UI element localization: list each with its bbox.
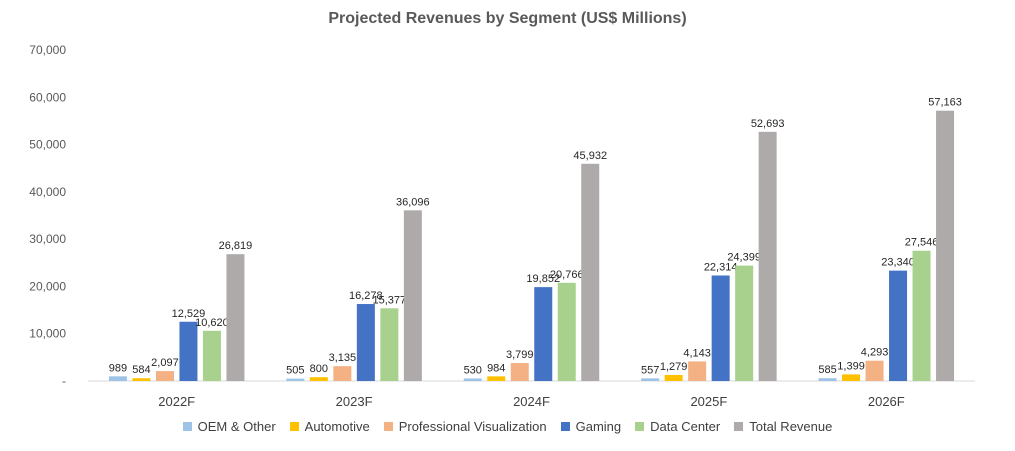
data-label: 4,143 (683, 347, 711, 359)
bar (226, 254, 245, 381)
data-label: 4,293 (861, 347, 889, 359)
bar (108, 376, 127, 381)
data-label: 57,163 (928, 97, 962, 109)
bar (711, 275, 730, 381)
legend-swatch (635, 422, 645, 431)
data-label: 19,852 (526, 273, 560, 285)
legend-swatch (734, 422, 744, 431)
data-label: 557 (641, 364, 659, 376)
data-label: 16,278 (349, 290, 383, 302)
data-label: 23,340 (881, 257, 915, 269)
data-label: 989 (109, 362, 127, 374)
y-tick-label: 30,000 (29, 232, 66, 246)
y-tick-label: 60,000 (29, 90, 66, 104)
bar (333, 366, 352, 381)
chart-title: Projected Revenues by Segment (US$ Milli… (328, 10, 687, 27)
data-label: 584 (132, 364, 150, 376)
x-tick-label: 2026F (868, 394, 905, 409)
bar (912, 250, 931, 381)
y-tick-label: 40,000 (29, 185, 66, 199)
bar (487, 376, 506, 381)
bar (132, 378, 151, 381)
bar (889, 270, 908, 381)
legend-label: Total Revenue (749, 419, 833, 434)
data-label: 10,620 (195, 317, 229, 329)
legend-swatch (383, 422, 393, 431)
legend-label: Data Center (650, 419, 721, 434)
bar (403, 210, 422, 381)
legend-item: Data Center (635, 419, 720, 434)
data-label: 984 (487, 362, 505, 374)
data-label: 12,529 (172, 308, 206, 320)
y-tick-label: - (62, 374, 66, 388)
data-label: 2,097 (151, 357, 179, 369)
data-label: 36,096 (396, 196, 430, 208)
chart-legend: OEM & Other Automotive Professional Visual… (0, 419, 1015, 434)
legend-item: Automotive (289, 419, 370, 434)
data-label: 505 (286, 365, 304, 377)
bar (463, 378, 482, 381)
y-tick-label: 20,000 (29, 279, 66, 293)
legend-label: Professional Visualization (398, 419, 547, 434)
bar (735, 265, 754, 381)
bar (286, 378, 305, 381)
legend-label: OEM & Other (197, 419, 276, 434)
legend-label: Gaming (575, 419, 622, 434)
bar (641, 378, 660, 381)
bar (534, 287, 553, 381)
data-label: 3,135 (329, 352, 357, 364)
bar (380, 308, 399, 381)
data-label: 20,766 (550, 269, 584, 281)
data-label: 800 (310, 363, 328, 375)
bar (557, 282, 576, 381)
bar (202, 330, 221, 381)
data-label: 1,279 (660, 361, 688, 373)
data-label: 3,799 (506, 349, 534, 361)
legend-item: Professional Visualization (383, 419, 547, 434)
legend-swatch (289, 422, 299, 431)
bar (758, 131, 777, 381)
data-label: 1,399 (837, 360, 865, 372)
legend-swatch (182, 422, 192, 431)
legend-item: OEM & Other (182, 419, 276, 434)
data-label: 15,377 (373, 294, 407, 306)
data-label: 24,399 (727, 252, 761, 264)
legend-swatch (560, 422, 570, 431)
x-tick-label: 2023F (336, 394, 373, 409)
bar (581, 163, 600, 381)
legend-label: Automotive (304, 419, 370, 434)
data-label: 52,693 (751, 118, 785, 130)
data-label: 585 (818, 364, 836, 376)
x-tick-label: 2022F (158, 394, 195, 409)
data-label: 530 (464, 364, 482, 376)
y-tick-label: 70,000 (29, 43, 66, 57)
legend-item: Total Revenue (734, 419, 832, 434)
bar (309, 377, 328, 381)
bar (818, 378, 837, 381)
bar (688, 361, 707, 381)
x-tick-label: 2025F (690, 394, 727, 409)
bar (842, 374, 861, 381)
bar (865, 360, 884, 381)
x-tick-label: 2024F (513, 394, 550, 409)
bar (179, 321, 198, 381)
data-label: 45,932 (573, 150, 607, 162)
data-label: 22,314 (704, 261, 738, 273)
bar (664, 374, 683, 381)
bar (356, 304, 375, 381)
bar (936, 110, 955, 381)
bar (155, 371, 174, 381)
y-tick-label: 10,000 (29, 327, 66, 341)
data-label: 26,819 (219, 240, 253, 252)
y-tick-label: 50,000 (29, 138, 66, 152)
bar (510, 363, 529, 381)
data-label: 27,546 (905, 237, 939, 249)
legend-item: Gaming (560, 419, 622, 434)
